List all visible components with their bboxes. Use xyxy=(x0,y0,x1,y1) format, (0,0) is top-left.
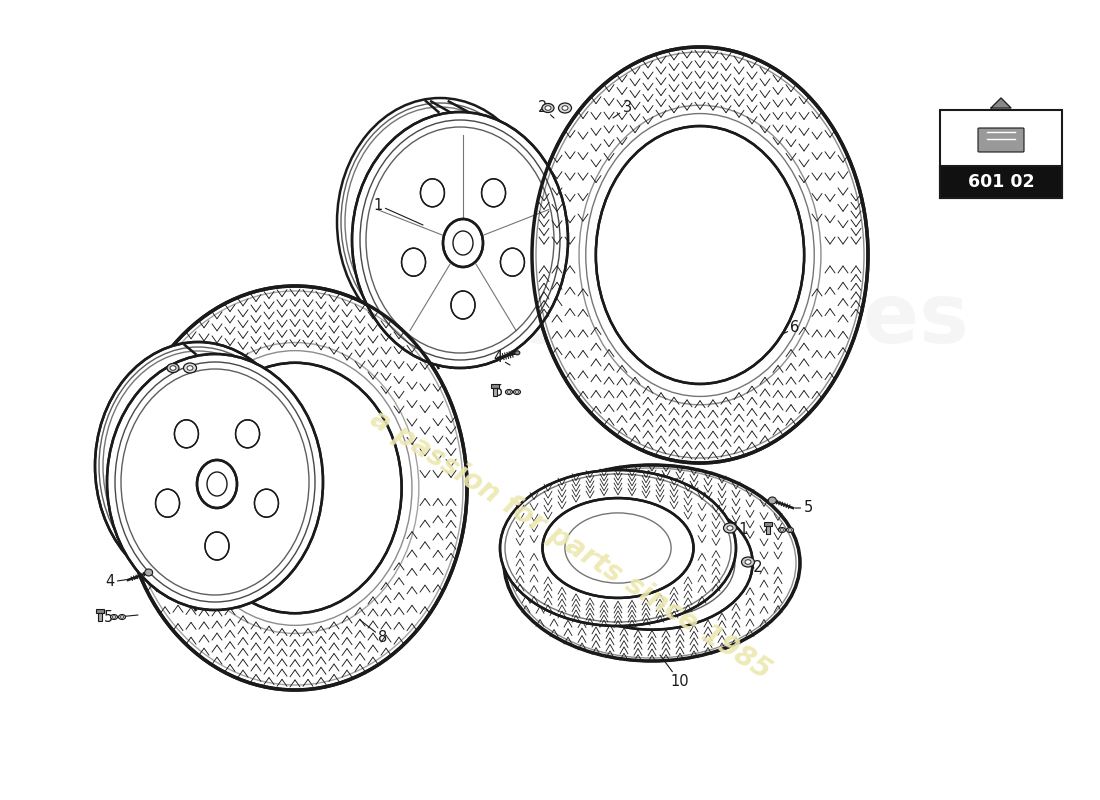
Ellipse shape xyxy=(727,526,733,530)
Ellipse shape xyxy=(167,363,179,373)
Ellipse shape xyxy=(562,106,568,110)
Ellipse shape xyxy=(542,498,693,598)
Ellipse shape xyxy=(559,103,572,113)
Ellipse shape xyxy=(235,420,260,448)
Ellipse shape xyxy=(107,354,323,610)
Bar xyxy=(766,526,770,534)
Bar xyxy=(96,609,104,613)
Ellipse shape xyxy=(145,569,153,576)
Ellipse shape xyxy=(119,614,125,619)
Ellipse shape xyxy=(205,532,229,560)
Ellipse shape xyxy=(504,465,800,661)
Text: 2: 2 xyxy=(163,362,180,378)
Text: 7: 7 xyxy=(100,425,155,455)
Ellipse shape xyxy=(197,460,236,508)
Text: 12: 12 xyxy=(745,561,763,575)
Ellipse shape xyxy=(514,390,520,394)
Ellipse shape xyxy=(542,103,554,113)
Text: 8: 8 xyxy=(360,620,387,646)
Ellipse shape xyxy=(507,390,510,394)
Text: 5: 5 xyxy=(103,610,138,626)
Ellipse shape xyxy=(187,366,192,370)
Ellipse shape xyxy=(110,614,118,619)
Ellipse shape xyxy=(516,390,518,394)
Text: 10: 10 xyxy=(660,655,690,690)
Ellipse shape xyxy=(745,560,751,564)
Ellipse shape xyxy=(123,286,468,690)
Text: 5: 5 xyxy=(795,501,813,515)
Text: 9: 9 xyxy=(563,550,580,566)
Ellipse shape xyxy=(170,366,176,370)
Ellipse shape xyxy=(781,529,783,531)
Ellipse shape xyxy=(500,470,736,626)
Ellipse shape xyxy=(95,342,301,590)
Text: 11: 11 xyxy=(730,522,749,538)
Text: 3: 3 xyxy=(613,101,631,118)
Text: 1: 1 xyxy=(373,198,424,225)
Ellipse shape xyxy=(420,179,444,207)
Ellipse shape xyxy=(443,219,483,267)
Text: a passion for parts since 1985: a passion for parts since 1985 xyxy=(364,405,776,686)
Ellipse shape xyxy=(112,616,115,618)
Ellipse shape xyxy=(515,351,520,355)
Text: 4: 4 xyxy=(106,574,138,590)
Bar xyxy=(940,166,1062,198)
Ellipse shape xyxy=(254,489,278,517)
Text: 2: 2 xyxy=(538,101,554,118)
Ellipse shape xyxy=(500,248,525,276)
Ellipse shape xyxy=(741,557,755,567)
Ellipse shape xyxy=(551,496,752,630)
Text: 5: 5 xyxy=(494,385,510,399)
Ellipse shape xyxy=(175,420,198,448)
Ellipse shape xyxy=(786,527,793,533)
Text: eluspares: eluspares xyxy=(512,279,969,361)
Text: 6: 6 xyxy=(760,321,800,345)
Ellipse shape xyxy=(544,106,551,110)
Ellipse shape xyxy=(184,363,197,373)
Ellipse shape xyxy=(724,523,737,533)
Polygon shape xyxy=(991,98,1011,108)
Ellipse shape xyxy=(121,616,123,618)
Ellipse shape xyxy=(596,126,804,384)
Ellipse shape xyxy=(482,179,506,207)
Bar xyxy=(764,522,772,526)
Ellipse shape xyxy=(789,529,792,531)
Ellipse shape xyxy=(352,112,568,368)
Bar xyxy=(940,110,1062,198)
Ellipse shape xyxy=(532,47,868,463)
FancyBboxPatch shape xyxy=(978,128,1024,152)
Ellipse shape xyxy=(402,248,426,276)
Ellipse shape xyxy=(188,362,402,614)
Ellipse shape xyxy=(779,527,785,533)
Ellipse shape xyxy=(451,291,475,319)
Ellipse shape xyxy=(155,489,179,517)
Text: 601 02: 601 02 xyxy=(968,173,1034,191)
Bar xyxy=(491,384,499,388)
Ellipse shape xyxy=(506,390,513,394)
Text: 4: 4 xyxy=(494,350,510,366)
Bar xyxy=(493,388,497,396)
Ellipse shape xyxy=(768,497,777,504)
Bar xyxy=(98,613,102,621)
